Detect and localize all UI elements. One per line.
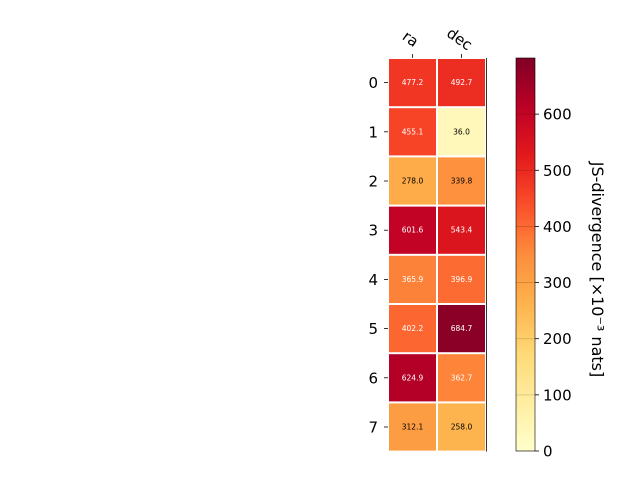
heatmap-cell (389, 403, 436, 451)
heatmap-cells: 477.2 492.7 455.1 36.0 278.0 339.8 601.6 543.4 3… (389, 59, 485, 451)
cell-value-label: 258.0 (451, 423, 473, 432)
colorbar-tick-label: 600 (543, 106, 572, 124)
cell-value-label: 477.2 (402, 78, 424, 87)
colorbar-tick-label: 0 (543, 443, 553, 461)
cell-value-label: 455.1 (402, 127, 424, 136)
y-tick-label: 7 (368, 419, 378, 437)
y-axis-ticks: 0 1 2 3 4 5 6 7 (368, 74, 388, 437)
y-tick-label: 0 (368, 74, 378, 92)
y-tick-label: 2 (368, 173, 378, 191)
heatmap-cell (438, 354, 485, 402)
heatmap-cell (389, 255, 436, 303)
colorbar-tick-label: 400 (543, 218, 572, 236)
heatmap-cell (438, 206, 485, 254)
colorbar-gradient (515, 57, 536, 452)
colorbar-tick-label: 200 (543, 330, 572, 348)
heatmap-cell (389, 59, 436, 107)
cell-value-label: 492.7 (451, 78, 473, 87)
cell-value-label: 402.2 (402, 324, 424, 333)
heatmap-cell (389, 157, 436, 205)
y-tick-label: 5 (368, 320, 378, 338)
colorbar: 0 100 200 300 400 500 600 (515, 57, 572, 461)
cell-value-label: 362.7 (451, 373, 473, 382)
cell-value-label: 365.9 (402, 275, 424, 284)
colorbar-tick-label: 300 (543, 274, 572, 292)
cell-value-label: 278.0 (402, 177, 424, 186)
heatmap-cell (438, 59, 485, 107)
y-tick-label: 4 (368, 271, 378, 289)
y-tick-label: 1 (368, 123, 378, 141)
cell-value-label: 396.9 (451, 275, 473, 284)
heatmap-cell (438, 255, 485, 303)
cell-value-label: 36.0 (453, 127, 470, 136)
cell-value-label: 543.4 (451, 226, 473, 235)
heatmap-cell (438, 305, 485, 353)
heatmap-cell (389, 108, 436, 156)
heatmap-cell (389, 354, 436, 402)
cell-value-label: 624.9 (402, 373, 424, 382)
colorbar-tick-label: 500 (543, 162, 572, 180)
cell-value-label: 339.8 (451, 177, 473, 186)
heatmap-cell (389, 206, 436, 254)
heatmap-cell (389, 305, 436, 353)
cell-value-label: 684.7 (451, 324, 473, 333)
cell-value-label: 312.1 (402, 423, 424, 432)
cell-value-label: 601.6 (402, 226, 424, 235)
y-tick-label: 3 (368, 222, 378, 240)
colorbar-tick-label: 100 (543, 386, 572, 404)
heatmap-cell (438, 108, 485, 156)
heatmap-cell (438, 157, 485, 205)
colorbar-label: JS-divergence [×10⁻³ nats] (588, 161, 607, 377)
y-tick-label: 6 (368, 369, 378, 387)
heatmap-cell (438, 403, 485, 451)
